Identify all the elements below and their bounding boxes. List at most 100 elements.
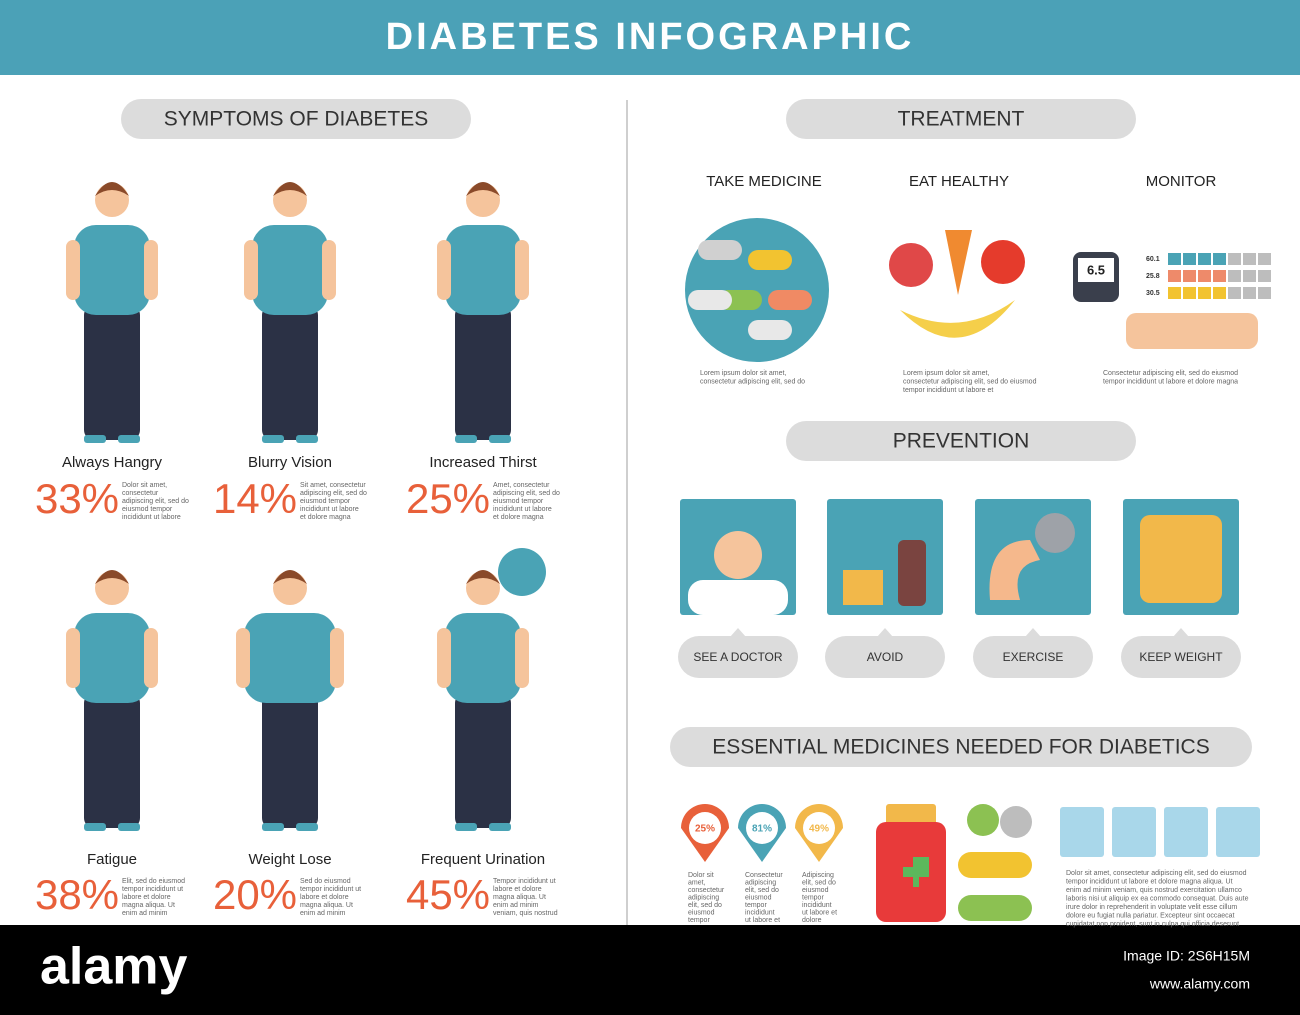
capsule [958, 895, 1032, 921]
section-title-bg [786, 421, 1136, 461]
level-cell [1243, 270, 1256, 282]
treatment-label: MONITOR [1146, 173, 1217, 190]
shoe [262, 435, 284, 443]
body-text: elit, sed do [745, 887, 779, 894]
prevention-button-bg [678, 636, 798, 678]
level-cell [1213, 253, 1226, 265]
body-text: Adipiscing [802, 872, 834, 879]
arm [244, 240, 258, 300]
leg [262, 693, 318, 828]
arm [66, 240, 80, 300]
body-text: et dolore magna [300, 514, 351, 521]
shirt [445, 225, 521, 315]
arm [144, 628, 158, 688]
shoe [489, 823, 511, 831]
arm [515, 628, 529, 688]
level-cell [1243, 287, 1256, 299]
body-text: veniam, quis nostrud [493, 910, 558, 917]
carrot [945, 230, 972, 295]
pill [698, 240, 742, 260]
section-title-bg [121, 99, 471, 139]
shirt [74, 613, 150, 703]
section-title: PREVENTION [893, 430, 1030, 453]
banana [900, 300, 1015, 338]
dumbbell [1035, 513, 1075, 553]
body-text: consectetur [122, 490, 159, 497]
section-title-bg [670, 727, 1252, 767]
symptom-label: Always Hangry [62, 454, 163, 471]
body-text: eiusmod tempor [122, 506, 173, 513]
level-cell [1228, 253, 1241, 265]
hair [466, 570, 500, 584]
body-text: et dolore magna [493, 514, 544, 521]
arm [236, 628, 250, 688]
thought-bubble [498, 548, 546, 596]
body-text: adipiscing elit, sed do [493, 490, 560, 497]
body-text: adipiscing [745, 879, 776, 886]
body-text: Sed do eiusmod [300, 878, 351, 885]
page-title: DIABETES INFOGRAPHIC [386, 16, 915, 58]
body-text: adipiscing elit, sed do [300, 490, 367, 497]
body-text: adipiscing [688, 894, 719, 901]
header-bar [0, 0, 1300, 75]
tablet [967, 804, 999, 836]
shirt [445, 613, 521, 703]
tablet [1000, 806, 1032, 838]
pill [768, 290, 812, 310]
section-title: ESSENTIAL MEDICINES NEEDED FOR DIABETICS [712, 736, 1209, 759]
level-cell [1168, 287, 1181, 299]
water-glass [1164, 807, 1208, 857]
pin-value: 81% [752, 824, 772, 835]
pill [688, 290, 732, 310]
arm [144, 240, 158, 300]
body-text: consectetur [688, 887, 725, 894]
brand: alamy [40, 938, 188, 996]
prevention-label: KEEP WEIGHT [1139, 650, 1223, 664]
level-cell [1258, 253, 1271, 265]
doctor-coat [688, 580, 788, 615]
apple [889, 243, 933, 287]
body-text: magna aliqua. Ut [300, 902, 353, 909]
hair [95, 182, 129, 196]
body-text: Lorem ipsum dolor sit amet, [700, 370, 786, 377]
level-cell [1198, 287, 1211, 299]
symptom-percent: 25% [406, 475, 490, 522]
body-text: tempor incididunt ut labore et dolore ma… [1066, 878, 1233, 885]
body-text: adipiscing elit, sed do [122, 498, 189, 505]
shirt [244, 613, 336, 703]
body-text: Consectetur [745, 872, 783, 879]
prevention-button-bg [825, 636, 945, 678]
hair [273, 570, 307, 584]
body-text: labore et dolore [300, 894, 349, 901]
prevention-label: SEE A DOCTOR [693, 650, 782, 664]
level-cell [1228, 270, 1241, 282]
pin-inner [746, 812, 778, 844]
symptom-label: Weight Lose [248, 851, 331, 868]
scale [1140, 515, 1222, 603]
body-text: eiusmod tempor [493, 498, 544, 505]
symptom-label: Blurry Vision [248, 454, 332, 471]
doctor [714, 531, 762, 579]
tomato [981, 240, 1025, 284]
body-text: consectetur adipiscing elit, sed do eius… [903, 378, 1037, 385]
shirt [252, 225, 328, 315]
bottle-cap [886, 804, 936, 826]
arm [322, 240, 336, 300]
symptom-percent: 38% [35, 871, 119, 918]
arm-flex [989, 540, 1040, 600]
water-glass [1060, 807, 1104, 857]
body-text: Dolor sit amet, [122, 482, 167, 489]
arm [437, 628, 451, 688]
arm [515, 240, 529, 300]
leg [84, 305, 140, 440]
body-text: cupidatat non proident, sunt in culpa qu… [1066, 921, 1239, 928]
body-text: eiusmod [745, 894, 772, 901]
symptom-label: Fatigue [87, 851, 137, 868]
section-title: TREATMENT [898, 108, 1025, 131]
body-text: tempor [745, 902, 767, 909]
section-title: SYMPTOMS OF DIABETES [164, 108, 429, 131]
hair [466, 182, 500, 196]
pill [748, 250, 792, 270]
leg [455, 305, 511, 440]
leg [84, 693, 140, 828]
